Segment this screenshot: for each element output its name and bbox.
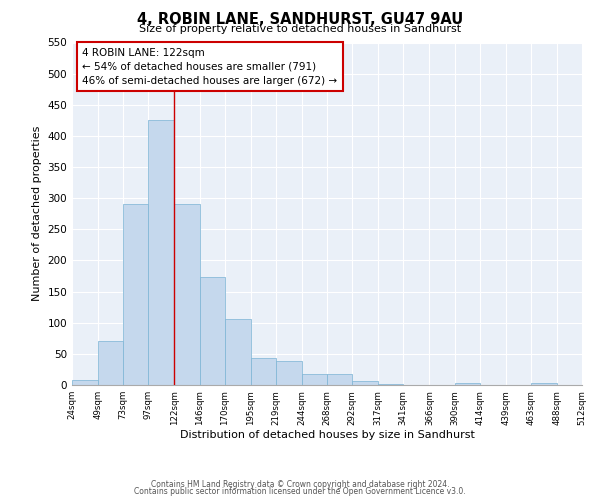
Bar — [72, 380, 98, 385]
Text: Size of property relative to detached houses in Sandhurst: Size of property relative to detached ho… — [139, 24, 461, 34]
Y-axis label: Number of detached properties: Number of detached properties — [32, 126, 42, 302]
Bar — [175, 204, 199, 385]
Bar — [98, 342, 123, 385]
Bar — [531, 382, 557, 385]
Bar — [224, 319, 251, 385]
Bar — [200, 276, 224, 385]
Bar — [378, 384, 403, 385]
Bar — [276, 362, 302, 385]
Bar — [148, 120, 175, 385]
Bar — [327, 374, 352, 385]
Bar — [302, 374, 327, 385]
Bar — [251, 358, 276, 385]
Bar — [352, 382, 378, 385]
Text: Contains public sector information licensed under the Open Government Licence v3: Contains public sector information licen… — [134, 487, 466, 496]
Text: 4, ROBIN LANE, SANDHURST, GU47 9AU: 4, ROBIN LANE, SANDHURST, GU47 9AU — [137, 12, 463, 28]
Bar — [123, 204, 148, 385]
Bar — [455, 383, 479, 385]
X-axis label: Distribution of detached houses by size in Sandhurst: Distribution of detached houses by size … — [179, 430, 475, 440]
Text: Contains HM Land Registry data © Crown copyright and database right 2024.: Contains HM Land Registry data © Crown c… — [151, 480, 449, 489]
Text: 4 ROBIN LANE: 122sqm
← 54% of detached houses are smaller (791)
46% of semi-deta: 4 ROBIN LANE: 122sqm ← 54% of detached h… — [82, 48, 337, 86]
